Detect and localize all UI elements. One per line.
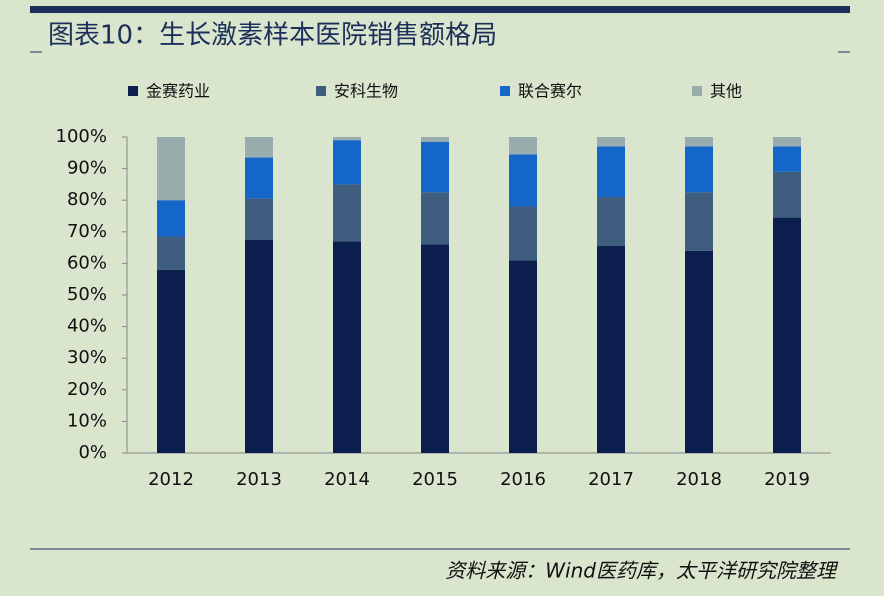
- bar-segment: [333, 140, 361, 185]
- y-tick-label: 70%: [67, 221, 107, 242]
- legend-swatch: [316, 86, 326, 96]
- bar-segment: [157, 200, 185, 237]
- x-tick-label: 2015: [412, 469, 458, 490]
- bar-segment: [333, 241, 361, 453]
- bar-segment: [685, 137, 713, 147]
- bar-segment: [773, 137, 801, 147]
- y-tick-label: 60%: [67, 252, 107, 273]
- bar-segment: [245, 157, 273, 199]
- source: 资料来源：Wind医药库，太平洋研究院整理: [445, 559, 839, 583]
- legend-swatch: [500, 86, 510, 96]
- bar-segment: [509, 206, 537, 261]
- legend-label: 联合赛尔: [518, 82, 582, 101]
- y-tick-label: 0%: [78, 442, 107, 463]
- bar-segment: [421, 192, 449, 245]
- bar-segment: [157, 236, 185, 270]
- x-tick-label: 2019: [764, 469, 810, 490]
- bar-segment: [773, 146, 801, 172]
- y-tick-label: 20%: [67, 379, 107, 400]
- y-tick-label: 90%: [67, 158, 107, 179]
- legend-label: 金赛药业: [146, 82, 210, 101]
- bar-segment: [245, 239, 273, 453]
- x-tick-label: 2017: [588, 469, 634, 490]
- bar-segment: [157, 269, 185, 453]
- legend-swatch: [128, 86, 138, 96]
- bar-segment: [245, 137, 273, 158]
- bar-segment: [509, 260, 537, 453]
- bar-segment: [509, 154, 537, 207]
- bar-segment: [773, 171, 801, 218]
- bar-segment: [685, 250, 713, 453]
- bar-segment: [597, 146, 625, 198]
- y-tick-label: 30%: [67, 347, 107, 368]
- bar-segment: [509, 137, 537, 155]
- legend-label: 安科生物: [334, 82, 398, 101]
- bar-segment: [597, 246, 625, 453]
- x-tick-label: 2016: [500, 469, 546, 490]
- x-tick-label: 2014: [324, 469, 370, 490]
- y-tick-label: 100%: [56, 126, 107, 147]
- y-tick-label: 40%: [67, 316, 107, 337]
- top-rule: [30, 6, 850, 13]
- bar-segment: [157, 137, 185, 201]
- chart-title: 图表10：生长激素样本医院销售额格局: [48, 21, 497, 51]
- bar-segment: [333, 137, 361, 141]
- bar-segment: [685, 192, 713, 251]
- bar-segment: [597, 137, 625, 147]
- bar-segment: [333, 184, 361, 242]
- legend-label: 其他: [710, 82, 742, 101]
- x-tick-label: 2012: [148, 469, 194, 490]
- bar-segment: [245, 198, 273, 240]
- bar-segment: [421, 141, 449, 193]
- bar-segment: [421, 244, 449, 453]
- y-tick-label: 10%: [67, 410, 107, 431]
- legend-swatch: [692, 86, 702, 96]
- bar-segment: [597, 197, 625, 247]
- bar-segment: [421, 137, 449, 142]
- y-tick-label: 50%: [67, 284, 107, 305]
- bar-segment: [773, 217, 801, 453]
- bar-segment: [685, 146, 713, 193]
- y-tick-label: 80%: [67, 189, 107, 210]
- x-tick-label: 2018: [676, 469, 722, 490]
- x-tick-label: 2013: [236, 469, 282, 490]
